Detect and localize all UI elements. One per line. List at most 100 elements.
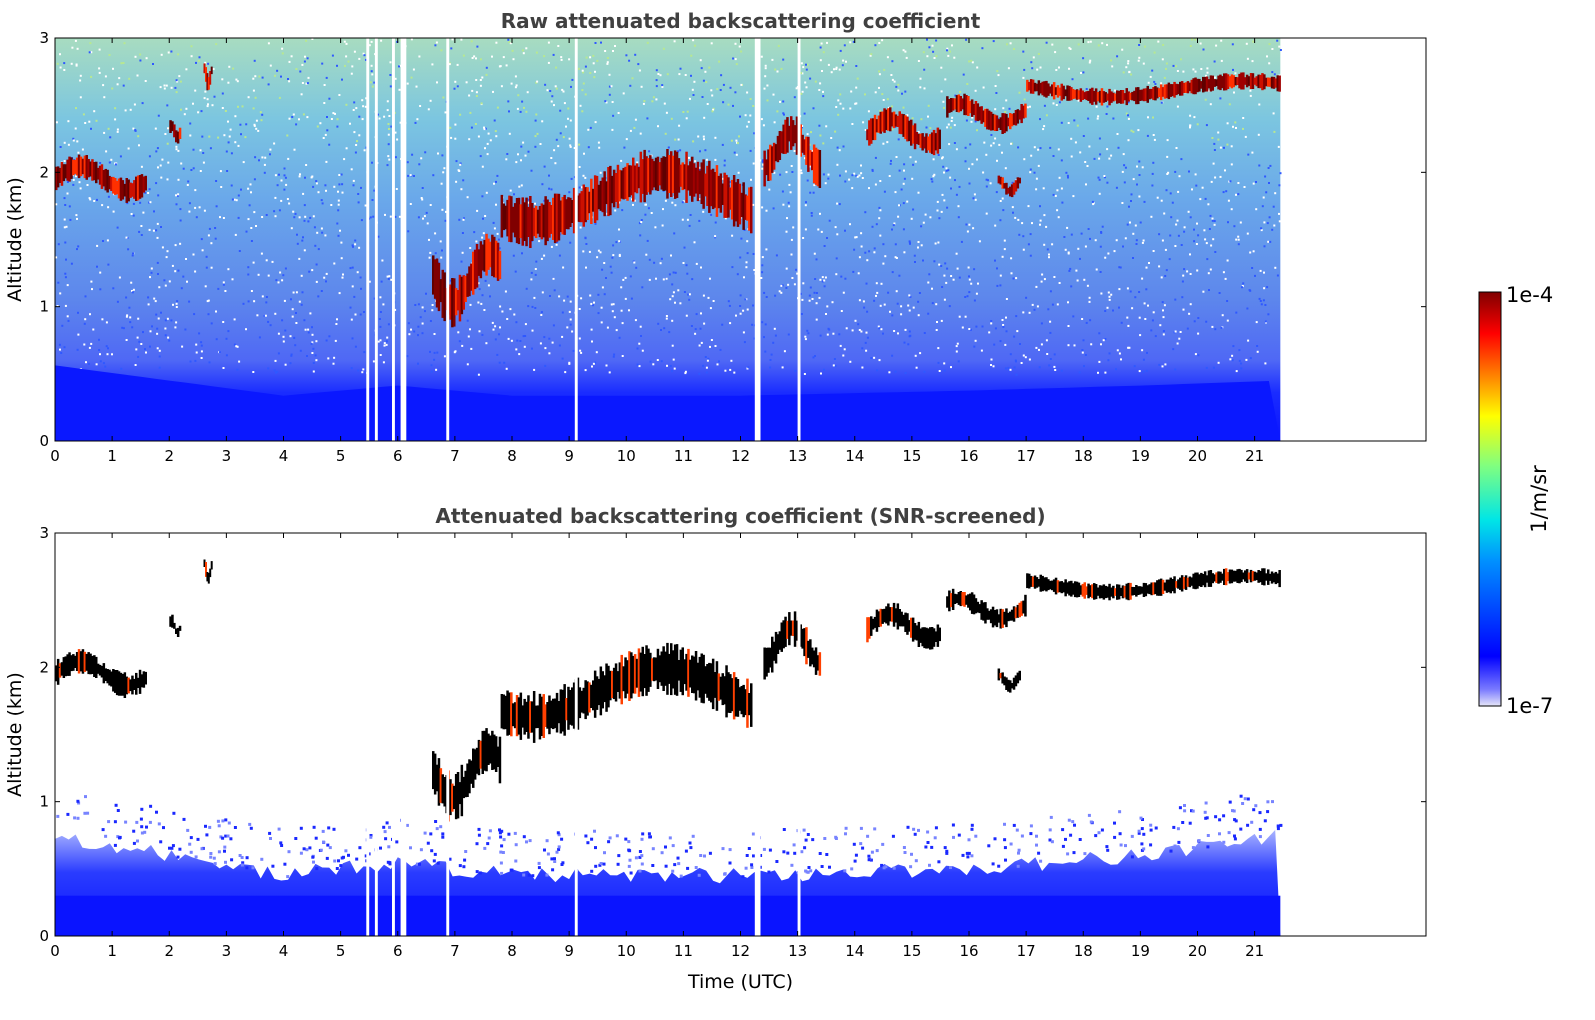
x-tick-label: 10	[617, 942, 636, 960]
cloud-layer	[169, 614, 182, 637]
x-tick-label: 7	[450, 942, 460, 960]
x-tick-label: 20	[1188, 942, 1207, 960]
panel-raw-title: Raw attenuated backscattering coefficien…	[501, 9, 981, 33]
x-tick-label: 14	[845, 942, 864, 960]
panel-raw-x-axis: 0 1 2 3 4 5 6 7 8 9 10 11 12 13 14 15 16 17 18 19 20 21	[50, 38, 1264, 465]
colorbar-min-label: 1e-7	[1506, 694, 1553, 718]
panel-screened-image	[55, 533, 1283, 936]
cloud-layer	[55, 649, 147, 698]
data-gap	[574, 533, 578, 936]
cloud-layer	[203, 559, 213, 584]
data-gap	[400, 533, 407, 936]
x-tick-label: 18	[1074, 942, 1093, 960]
x-tick-label: 3	[222, 942, 232, 960]
data-gap	[754, 38, 761, 441]
noise-speckle	[55, 38, 1282, 376]
data-gap	[754, 533, 761, 936]
x-tick-label: 16	[959, 447, 978, 465]
cloud-layers	[55, 559, 1281, 822]
data-gap	[374, 533, 378, 936]
data-gap	[446, 533, 450, 936]
x-tick-label: 19	[1131, 447, 1150, 465]
x-tick-label: 6	[393, 942, 403, 960]
x-tick-label: 14	[845, 447, 864, 465]
x-tick-label: 11	[674, 447, 693, 465]
x-tick-label: 11	[674, 942, 693, 960]
x-tick-label: 9	[564, 942, 574, 960]
x-tick-label: 13	[788, 447, 807, 465]
x-tick-label: 9	[564, 447, 574, 465]
data-gap	[400, 38, 407, 441]
colorbar: 1e-4 1e-7 1/m/sr	[1478, 283, 1553, 718]
x-tick-label: 10	[617, 447, 636, 465]
cloud-layer	[946, 588, 1027, 629]
panel-raw-image	[55, 38, 1282, 441]
x-tick-label: 0	[50, 942, 60, 960]
x-tick-label: 6	[393, 447, 403, 465]
data-gap	[366, 38, 370, 441]
cloud-layer	[1026, 568, 1281, 601]
x-tick-label: 15	[902, 447, 921, 465]
x-tick-label: 4	[279, 447, 289, 465]
x-tick-label: 17	[1017, 447, 1036, 465]
panel-screened: Attenuated backscattering coefficient (S…	[4, 504, 1427, 993]
data-gap	[797, 533, 801, 936]
y-tick-label: 3	[39, 29, 49, 47]
y-tick-label: 0	[39, 432, 49, 450]
data-gap	[374, 38, 378, 441]
cloud-layer	[1026, 72, 1281, 106]
missing-data-gaps	[366, 38, 801, 441]
x-tick-label: 12	[731, 942, 750, 960]
x-tick-label: 7	[450, 447, 460, 465]
background-signal	[55, 38, 1281, 441]
x-tick-label: 1	[107, 942, 117, 960]
data-gap	[392, 38, 395, 441]
x-tick-label: 4	[279, 942, 289, 960]
panel-screened-x-axis: 0 1 2 3 4 5 6 7 8 9 10 11 12 13 14 15 16 17 18 19 20 21	[50, 533, 1264, 960]
x-tick-label: 17	[1017, 942, 1036, 960]
x-tick-label: 13	[788, 942, 807, 960]
panel-raw-y-label: Altitude (km)	[4, 177, 26, 302]
x-tick-label: 3	[222, 447, 232, 465]
data-gap	[392, 533, 395, 936]
x-tick-label: 20	[1188, 447, 1207, 465]
colorbar-gradient	[1478, 291, 1502, 707]
x-tick-label: 2	[164, 942, 174, 960]
panel-raw: Raw attenuated backscattering coefficien…	[4, 9, 1427, 465]
cloud-layer	[55, 154, 147, 203]
x-tick-label: 5	[336, 447, 346, 465]
x-tick-label: 5	[336, 942, 346, 960]
missing-data-gaps	[366, 533, 801, 936]
panel-screened-x-label: Time (UTC)	[687, 971, 793, 993]
cloud-layer	[866, 602, 941, 650]
cloud-layers	[55, 63, 1281, 328]
x-tick-label: 8	[507, 942, 517, 960]
x-tick-label: 19	[1131, 942, 1150, 960]
panel-screened-title: Attenuated backscattering coefficient (S…	[435, 504, 1045, 528]
colorbar-unit-label: 1/m/sr	[1527, 465, 1551, 533]
cloud-layer	[432, 233, 502, 328]
cloud-layer	[763, 611, 822, 680]
x-tick-label: 18	[1074, 447, 1093, 465]
y-tick-label: 3	[39, 524, 49, 542]
x-tick-label: 21	[1245, 447, 1264, 465]
x-tick-label: 1	[107, 447, 117, 465]
cloud-layer	[500, 642, 753, 743]
data-gap	[574, 38, 578, 441]
y-tick-label: 1	[39, 298, 49, 316]
cloud-layer	[203, 63, 213, 91]
y-tick-label: 0	[39, 927, 49, 945]
data-gap	[446, 38, 450, 441]
colorbar-max-label: 1e-4	[1506, 283, 1553, 307]
cloud-layer	[500, 149, 753, 248]
cloud-layer	[169, 120, 182, 144]
cloud-layer	[997, 668, 1021, 693]
panel-raw-y-axis: 0 1 2 3	[39, 29, 1426, 450]
cloud-layer	[866, 107, 941, 156]
panel-screened-y-axis: 0 1 2 3	[39, 524, 1426, 945]
x-tick-label: 21	[1245, 942, 1264, 960]
panel-screened-y-label: Altitude (km)	[4, 672, 26, 797]
y-tick-label: 2	[39, 163, 49, 181]
boundary-layer	[55, 365, 1281, 441]
